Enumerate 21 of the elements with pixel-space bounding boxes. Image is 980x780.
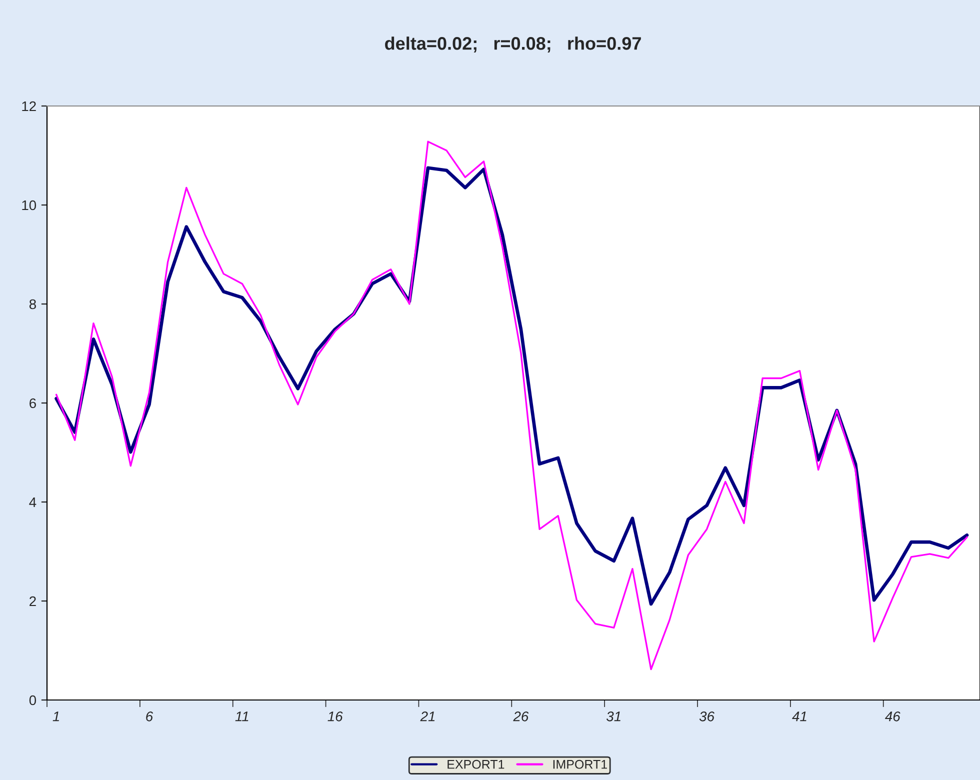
x-tick-label: 41 [792, 712, 806, 722]
x-tick-label: 21 [420, 711, 435, 722]
chart-title: delta=0.02; r=0.08; rho=0.97 [385, 36, 641, 52]
x-tick-label: 31 [606, 711, 620, 722]
legend-label: EXPORT1 [448, 760, 504, 769]
y-tick-label: 12 [22, 101, 36, 112]
y-tick-label: 4 [29, 497, 36, 508]
legend-label: IMPORT1 [553, 760, 607, 769]
y-tick-label: 0 [29, 695, 36, 706]
x-tick-label: 46 [885, 711, 900, 722]
x-tick-label: 36 [699, 711, 715, 722]
x-tick-label: 16 [328, 711, 343, 722]
x-tick-label: 11 [235, 712, 248, 722]
y-tick-label: 10 [22, 200, 36, 210]
y-tick-label: 8 [29, 299, 36, 310]
y-tick-label: 6 [30, 398, 36, 408]
y-tick-label: 2 [30, 596, 36, 606]
line-series [55, 140, 968, 670]
x-tick-label: 6 [146, 711, 154, 722]
x-tick-label: 26 [513, 711, 529, 722]
x-tick-label: 1 [52, 712, 59, 722]
